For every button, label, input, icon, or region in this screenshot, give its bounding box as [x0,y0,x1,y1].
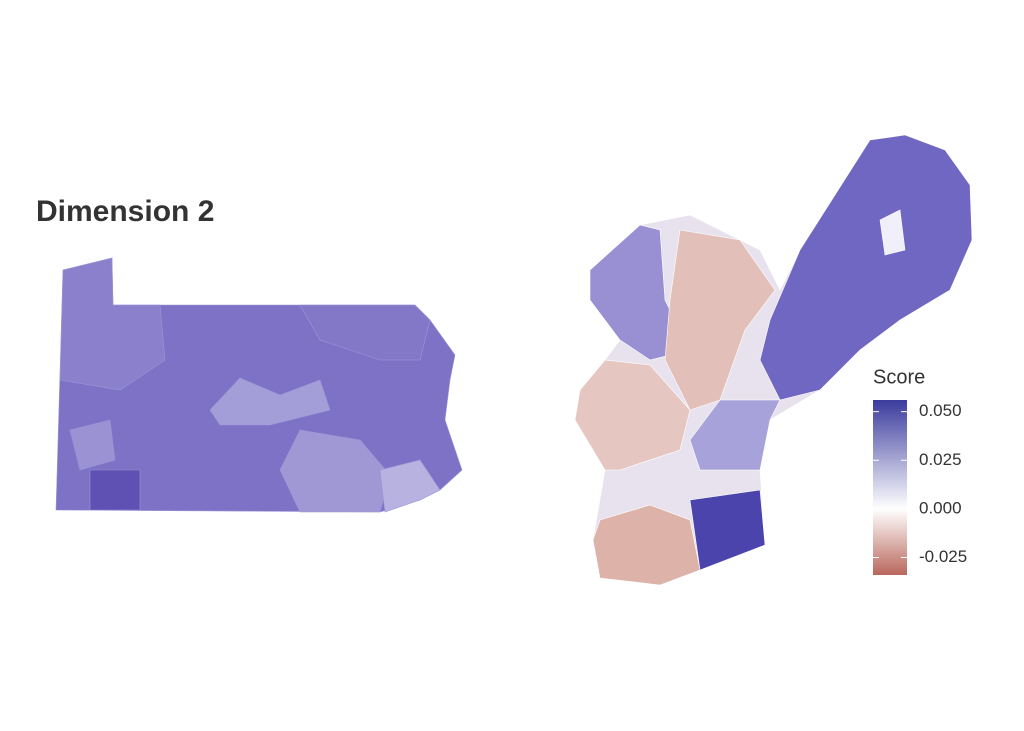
legend-tick-label: 0.025 [919,450,962,469]
legend-colorbar [873,400,907,575]
legend-title: Score [873,366,925,388]
legend-tick-label: -0.025 [919,547,967,566]
state-map [55,257,463,513]
city-map [574,134,973,586]
title: Dimension 2 [36,195,214,228]
legend: Score 0.050 0.025 0.000 -0.025 [873,366,967,575]
legend-tick-label: 0.050 [919,401,962,420]
legend-tick-label: 0.000 [919,498,962,517]
